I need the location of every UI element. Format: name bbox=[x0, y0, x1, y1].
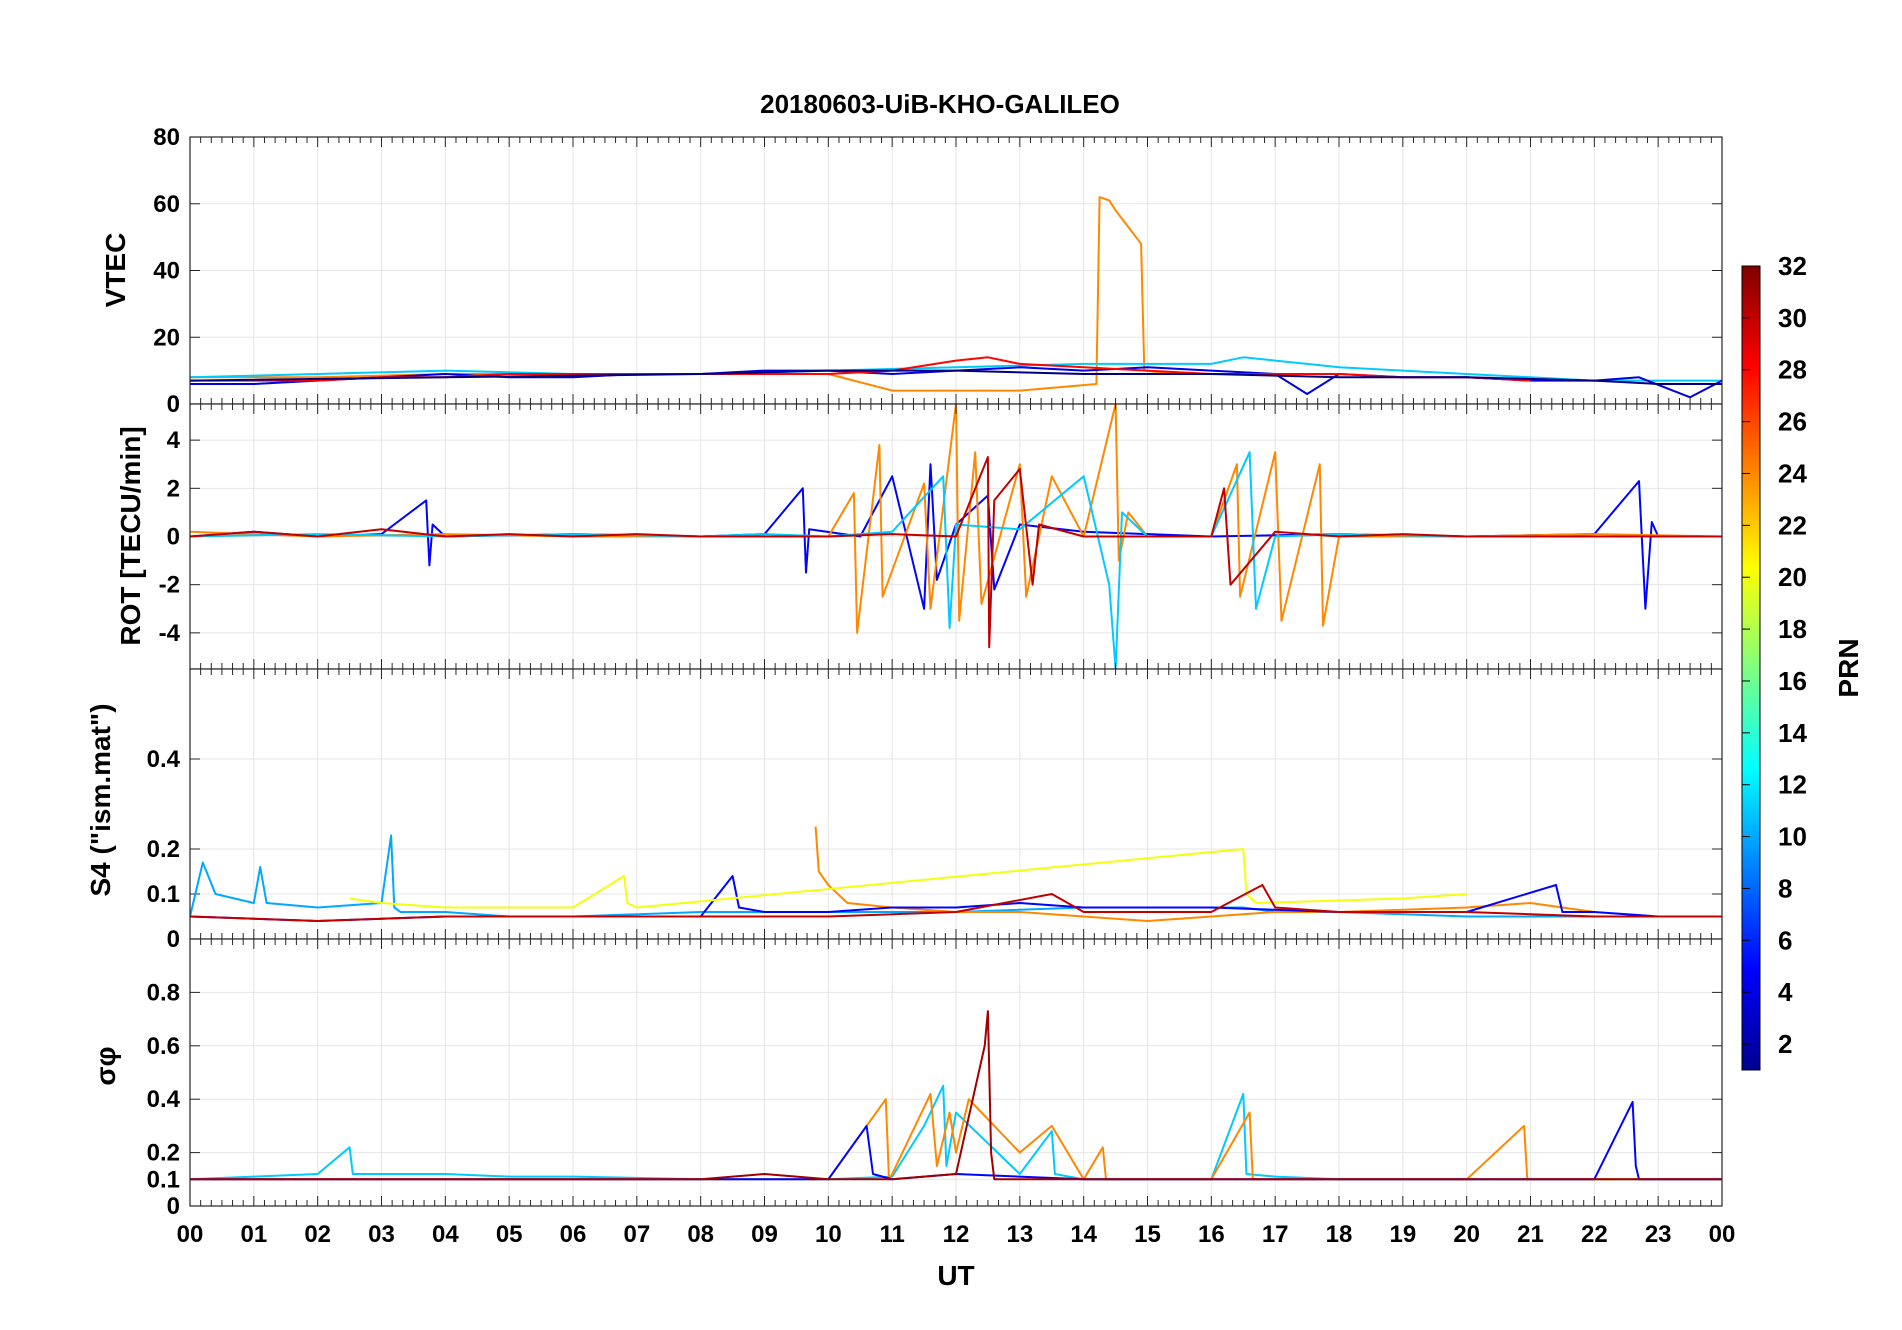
colorbar-tick-label: 22 bbox=[1778, 510, 1807, 540]
colorbar-tick-label: 32 bbox=[1778, 251, 1807, 281]
sigma-phi-y-tick-label: 0.1 bbox=[147, 1166, 180, 1193]
x-tick-label: 22 bbox=[1581, 1221, 1608, 1248]
vtec-y-tick-label: 20 bbox=[153, 324, 180, 351]
rot-y-axis-label: ROT [TECU/min] bbox=[115, 426, 146, 645]
colorbar-tick-label: 24 bbox=[1778, 458, 1807, 488]
colorbar-tick-label: 28 bbox=[1778, 355, 1807, 385]
x-tick-label: 03 bbox=[368, 1221, 395, 1248]
x-tick-label: 23 bbox=[1645, 1221, 1672, 1248]
colorbar bbox=[1741, 265, 1761, 1071]
panel-s4: 0 0.1 0.2 0.4 S4 ("ism.mat") bbox=[85, 668, 1723, 953]
colorbar-tick-label: 8 bbox=[1778, 873, 1792, 903]
rot-y-tick-label: 2 bbox=[167, 475, 180, 502]
sigma-phi-y-axis-label: σφ bbox=[90, 1046, 121, 1085]
s4-y-tick-label: 0.2 bbox=[147, 836, 180, 863]
x-tick-label: 09 bbox=[751, 1221, 778, 1248]
sigma-phi-y-tick-label: 0.2 bbox=[147, 1140, 180, 1167]
vtec-y-axis-label: VTEC bbox=[100, 233, 131, 308]
rot-series-prn-30 bbox=[190, 456, 1722, 649]
x-tick-label: 18 bbox=[1326, 1221, 1353, 1248]
colorbar-tick-label: 30 bbox=[1778, 303, 1807, 333]
sigma-phi-axes-frame bbox=[189, 938, 1723, 1207]
x-tick-label: 00 bbox=[177, 1221, 204, 1248]
colorbar-tick-label: 2 bbox=[1778, 1029, 1792, 1059]
rot-series-prn-24 bbox=[190, 404, 1722, 634]
sigma-phi-y-tick-label: 0.6 bbox=[147, 1033, 180, 1060]
s4-y-tick-label: 0.1 bbox=[147, 881, 180, 908]
s4-series-prn-30 bbox=[190, 884, 1722, 922]
s4-series-group bbox=[190, 826, 1722, 922]
colorbar-tick-label: 4 bbox=[1778, 977, 1793, 1007]
x-tick-label: 04 bbox=[432, 1221, 459, 1248]
x-tick-label: 08 bbox=[687, 1221, 714, 1248]
sigma-phi-series-group bbox=[190, 1010, 1722, 1181]
x-tick-label: 02 bbox=[304, 1221, 331, 1248]
colorbar-tick-label: 20 bbox=[1778, 562, 1807, 592]
x-tick-label: 20 bbox=[1453, 1221, 1480, 1248]
sigma-phi-y-tick-label: 0.4 bbox=[147, 1086, 181, 1113]
x-tick-label: 10 bbox=[815, 1221, 842, 1248]
colorbar-label: PRN bbox=[1833, 638, 1864, 697]
x-tick-label: 17 bbox=[1262, 1221, 1289, 1248]
panel-sigma-phi: 00.10.2 0.4 0.6 0.8 σφ bbox=[90, 938, 1723, 1220]
x-tick-label: 19 bbox=[1389, 1221, 1416, 1248]
colorbar-tick-label: 16 bbox=[1778, 666, 1807, 696]
rot-y-tick-label: 4 bbox=[167, 427, 181, 454]
vtec-series-group bbox=[190, 196, 1722, 399]
colorbar-tick-label: 10 bbox=[1778, 822, 1807, 852]
rot-series-group bbox=[190, 404, 1722, 669]
x-tick-label: 13 bbox=[1006, 1221, 1033, 1248]
sigma-phi-y-tick-label: 0.8 bbox=[147, 979, 180, 1006]
chart-title: 20180603-UiB-KHO-GALILEO bbox=[760, 89, 1120, 119]
rot-y-tick-label: -2 bbox=[159, 572, 180, 599]
x-tick-label: 00 bbox=[1709, 1221, 1736, 1248]
rot-y-tick-label: 0 bbox=[167, 524, 180, 551]
sigma-phi-series-prn-11 bbox=[190, 1084, 1722, 1181]
colorbar-tick-label: 12 bbox=[1778, 770, 1807, 800]
s4-y-axis-label: S4 ("ism.mat") bbox=[85, 703, 116, 896]
x-axis-label: UT bbox=[937, 1260, 974, 1291]
x-tick-label: 16 bbox=[1198, 1221, 1225, 1248]
vtec-y-tick-label: 60 bbox=[153, 191, 180, 218]
x-tick-label: 11 bbox=[879, 1221, 904, 1248]
vtec-y-tick-label: 40 bbox=[153, 258, 180, 285]
s4-y-tick-label: 0.4 bbox=[147, 746, 181, 773]
x-tick-label: 15 bbox=[1134, 1221, 1161, 1248]
sigma-phi-series-prn-31 bbox=[190, 1010, 1722, 1181]
vtec-y-tick-label: 0 bbox=[167, 391, 180, 418]
x-tick-label: 06 bbox=[560, 1221, 587, 1248]
rot-y-tick-label: -4 bbox=[159, 620, 181, 647]
x-tick-label: 21 bbox=[1517, 1221, 1544, 1248]
panel-rot: -4 -2 0 2 4 ROT [TECU/min] bbox=[115, 403, 1723, 670]
vtec-y-tick-label: 80 bbox=[153, 124, 180, 151]
sigma-phi-y-tick-label: 0 bbox=[167, 1193, 180, 1220]
x-tick-label: 01 bbox=[240, 1221, 267, 1248]
colorbar-tick-label: 14 bbox=[1778, 718, 1807, 748]
vtec-series-prn-1 bbox=[190, 369, 1722, 385]
s4-y-tick-label: 0 bbox=[167, 926, 180, 953]
x-tick-label: 12 bbox=[943, 1221, 970, 1248]
x-tick-label: 07 bbox=[623, 1221, 650, 1248]
colorbar-tick-label: 6 bbox=[1778, 925, 1792, 955]
x-tick-label: 05 bbox=[496, 1221, 523, 1248]
colorbar-tick-label: 18 bbox=[1778, 614, 1807, 644]
colorbar-tick-label: 26 bbox=[1778, 407, 1807, 437]
s4-series-prn-20 bbox=[349, 848, 1467, 909]
x-tick-label: 14 bbox=[1070, 1221, 1097, 1248]
panel-vtec: 0 20 40 60 80 VTEC bbox=[100, 124, 1723, 418]
s4-series-prn-24 bbox=[814, 826, 1595, 922]
